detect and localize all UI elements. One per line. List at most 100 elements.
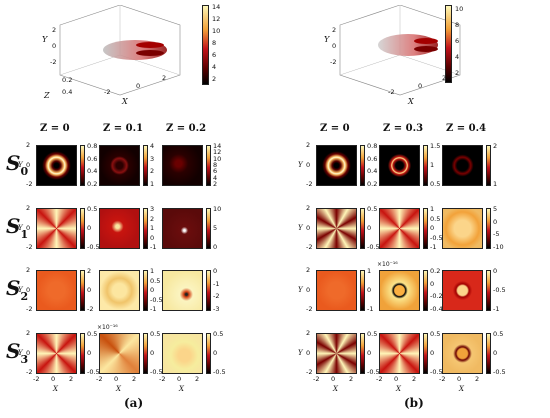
colorbar: [206, 270, 211, 311]
colorbar-tick: -0.5: [367, 243, 380, 251]
panel-ytick: 0: [306, 349, 311, 357]
panel-ytick: 2: [306, 266, 311, 274]
colorbar: [360, 333, 365, 374]
top-colorbar-a: [202, 5, 209, 85]
panel-b-r2-c2: [442, 270, 483, 311]
colorbar-tick: -2: [213, 292, 220, 301]
panel-ytick: 2: [306, 329, 311, 337]
panel-xtick: 2: [132, 375, 137, 383]
colorbar-tick: -1: [150, 305, 157, 313]
panel-ytick: 2: [306, 141, 311, 149]
colorbar: [423, 208, 428, 249]
panel-xtick: -2: [313, 375, 320, 383]
panel-label-a: (a): [124, 396, 144, 410]
colorbar: [423, 145, 428, 186]
exponent-label: ×10⁻¹⁶: [377, 261, 398, 268]
colorbar-tick: 10: [213, 205, 222, 213]
panel-ylabel: Y: [18, 349, 23, 357]
panel-b-r3-c2: [442, 333, 483, 374]
panel-a-r0-c1: [99, 145, 140, 186]
colorbar-tick: 0: [150, 349, 155, 357]
row-label-sub: 2: [20, 290, 29, 303]
panel-xtick: -2: [159, 375, 166, 383]
colorbar-tick: -5: [493, 230, 500, 239]
top3d-b-ylabel: Y: [324, 35, 330, 44]
top3d-a-zlabel: Z: [44, 91, 50, 100]
panel-a-r3-c1: [99, 333, 140, 374]
colorbar-tick: 0.2: [87, 180, 98, 188]
colorbar: [143, 208, 148, 249]
colorbar-tick: 1: [430, 205, 435, 213]
colorbar-tick: 10: [213, 154, 222, 163]
top3d-b-xtick: 2: [442, 74, 447, 82]
panel-ytick: -2: [26, 243, 33, 251]
panel-b-r1-c0: [316, 208, 357, 249]
panel-a-r3-c0: [36, 333, 77, 374]
colorbar-tick: -0.5: [493, 368, 506, 376]
column-title: Z = 0: [40, 123, 70, 134]
colorbar-tick: 0: [150, 233, 155, 242]
top-cbar-b-tick: 6: [455, 37, 460, 45]
top3d-a-ztick: 0.2: [62, 76, 73, 84]
colorbar-tick: 1: [430, 161, 435, 169]
top3d-b-ytick: -2: [330, 58, 337, 66]
colorbar: [206, 145, 211, 186]
colorbar-tick: 0.5: [87, 205, 98, 213]
top-cbar-b-tick: 10: [455, 5, 464, 13]
colorbar-tick: -0.5: [213, 368, 226, 376]
colorbar-tick: 6: [213, 167, 218, 176]
colorbar-tick: 0.5: [430, 330, 441, 338]
colorbar: [360, 145, 365, 186]
top3d-a-ytick: 2: [52, 26, 57, 34]
panel-ytick: 2: [26, 141, 31, 149]
colorbar-tick: 0.8: [367, 142, 378, 150]
colorbar: [206, 208, 211, 249]
colorbar-tick: -3: [213, 305, 220, 313]
colorbar-tick: 12: [213, 148, 222, 157]
panel-b-r0-c1: [379, 145, 420, 186]
top-cbar-a-tick: 8: [212, 39, 217, 47]
panel-ytick: -2: [26, 305, 33, 313]
colorbar-tick: -0.5: [430, 368, 443, 376]
panel-ytick: 0: [306, 161, 311, 169]
panel-ytick: -2: [306, 368, 313, 376]
colorbar-tick: -10: [493, 243, 504, 251]
colorbar-tick: 3: [150, 205, 155, 213]
row-label-name: S: [6, 214, 21, 238]
colorbar-tick: 4: [213, 173, 218, 182]
panel-b-r3-c0: [316, 333, 357, 374]
top3d-b-ytick: 2: [332, 26, 337, 34]
colorbar-tick: 0.5: [150, 276, 161, 285]
colorbar: [206, 333, 211, 374]
colorbar-tick: -0.5: [367, 368, 380, 376]
colorbar-tick: 14: [213, 142, 222, 150]
row-label-sub: 1: [20, 228, 29, 241]
panel-a-r3-c2: [162, 333, 203, 374]
colorbar-tick: 0.5: [213, 330, 224, 338]
panel-xtick: -2: [376, 375, 383, 383]
row-label: S1: [6, 214, 28, 241]
row-label: S3: [6, 339, 28, 366]
panel-ytick: -2: [306, 305, 313, 313]
top-cbar-b-tick: 8: [455, 21, 460, 29]
panel-a-r1-c1: [99, 208, 140, 249]
panel-b-r0-c0: [316, 145, 357, 186]
colorbar-tick: 0: [367, 286, 372, 294]
top-cbar-a-tick: 10: [212, 27, 221, 35]
top-colorbar-b: [445, 5, 452, 83]
panel-ylabel: Y: [298, 286, 303, 294]
colorbar-tick: 0.5: [150, 330, 161, 338]
row-label: S2: [6, 276, 28, 303]
row-label: S0: [6, 151, 28, 178]
colorbar: [143, 270, 148, 311]
colorbar-tick: -1: [213, 279, 220, 288]
colorbar: [486, 208, 491, 249]
colorbar-tick: 2: [150, 167, 155, 176]
colorbar-tick: -0.5: [87, 368, 100, 376]
colorbar-tick: -0.2: [430, 292, 443, 301]
column-title: Z = 0.1: [103, 123, 144, 134]
top3d-a-xtick: 0: [136, 82, 141, 90]
colorbar-tick: 0.5: [367, 205, 378, 213]
panel-ytick: 0: [26, 161, 31, 169]
panel-xlabel: X: [53, 385, 58, 393]
